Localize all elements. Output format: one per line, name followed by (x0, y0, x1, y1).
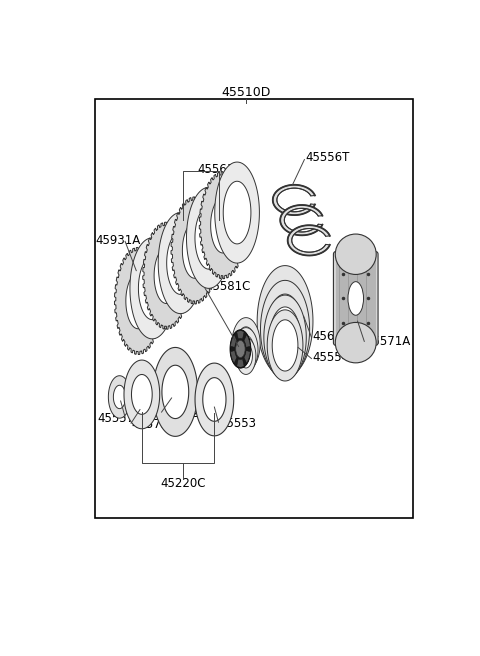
Polygon shape (223, 181, 251, 244)
Polygon shape (280, 205, 323, 236)
Text: 45931A: 45931A (96, 234, 141, 247)
Polygon shape (232, 318, 260, 370)
Text: 45575: 45575 (132, 419, 169, 431)
Polygon shape (153, 348, 198, 436)
Text: 45557B: 45557B (97, 412, 143, 424)
Text: 45556T: 45556T (305, 150, 350, 163)
Polygon shape (113, 385, 126, 409)
Polygon shape (261, 280, 310, 378)
Polygon shape (240, 344, 252, 368)
Polygon shape (234, 327, 258, 373)
Polygon shape (230, 330, 251, 368)
Polygon shape (244, 335, 250, 348)
Polygon shape (211, 197, 235, 253)
Text: 45220C: 45220C (160, 478, 205, 490)
Polygon shape (126, 273, 150, 329)
Polygon shape (230, 335, 237, 348)
Polygon shape (238, 335, 254, 365)
Ellipse shape (236, 340, 245, 358)
Text: 45581C: 45581C (206, 280, 251, 293)
Polygon shape (237, 359, 244, 367)
Polygon shape (237, 327, 255, 361)
Text: 45561A: 45561A (198, 163, 243, 176)
Polygon shape (230, 350, 237, 363)
Polygon shape (267, 310, 303, 381)
Ellipse shape (348, 281, 363, 316)
Polygon shape (203, 378, 226, 421)
Polygon shape (215, 162, 259, 263)
Polygon shape (171, 197, 218, 304)
Ellipse shape (335, 234, 376, 274)
Text: 45552A: 45552A (162, 407, 207, 420)
Polygon shape (267, 294, 303, 365)
Polygon shape (265, 281, 305, 361)
Polygon shape (143, 222, 190, 329)
Text: 45554A: 45554A (312, 351, 357, 364)
Polygon shape (272, 320, 298, 371)
Polygon shape (124, 360, 160, 429)
Polygon shape (114, 247, 162, 354)
Polygon shape (132, 375, 152, 415)
Polygon shape (236, 338, 256, 375)
Polygon shape (158, 213, 203, 314)
Polygon shape (154, 248, 179, 304)
Polygon shape (257, 266, 313, 377)
Text: 45571A: 45571A (365, 335, 410, 348)
Polygon shape (288, 225, 330, 255)
Polygon shape (195, 363, 234, 436)
Ellipse shape (335, 323, 376, 363)
Polygon shape (199, 172, 247, 279)
Polygon shape (108, 376, 131, 418)
Polygon shape (244, 350, 250, 363)
Polygon shape (130, 238, 175, 339)
Text: 45510D: 45510D (221, 86, 271, 99)
Polygon shape (167, 232, 194, 295)
Polygon shape (162, 365, 189, 419)
Polygon shape (264, 295, 306, 380)
Polygon shape (138, 257, 166, 319)
Polygon shape (273, 185, 315, 215)
Polygon shape (187, 188, 231, 289)
Text: 45645: 45645 (312, 330, 349, 343)
Polygon shape (195, 207, 223, 269)
FancyBboxPatch shape (334, 252, 378, 345)
Polygon shape (237, 331, 244, 339)
Text: 45553: 45553 (219, 417, 256, 430)
Polygon shape (270, 307, 300, 368)
Polygon shape (182, 222, 207, 278)
